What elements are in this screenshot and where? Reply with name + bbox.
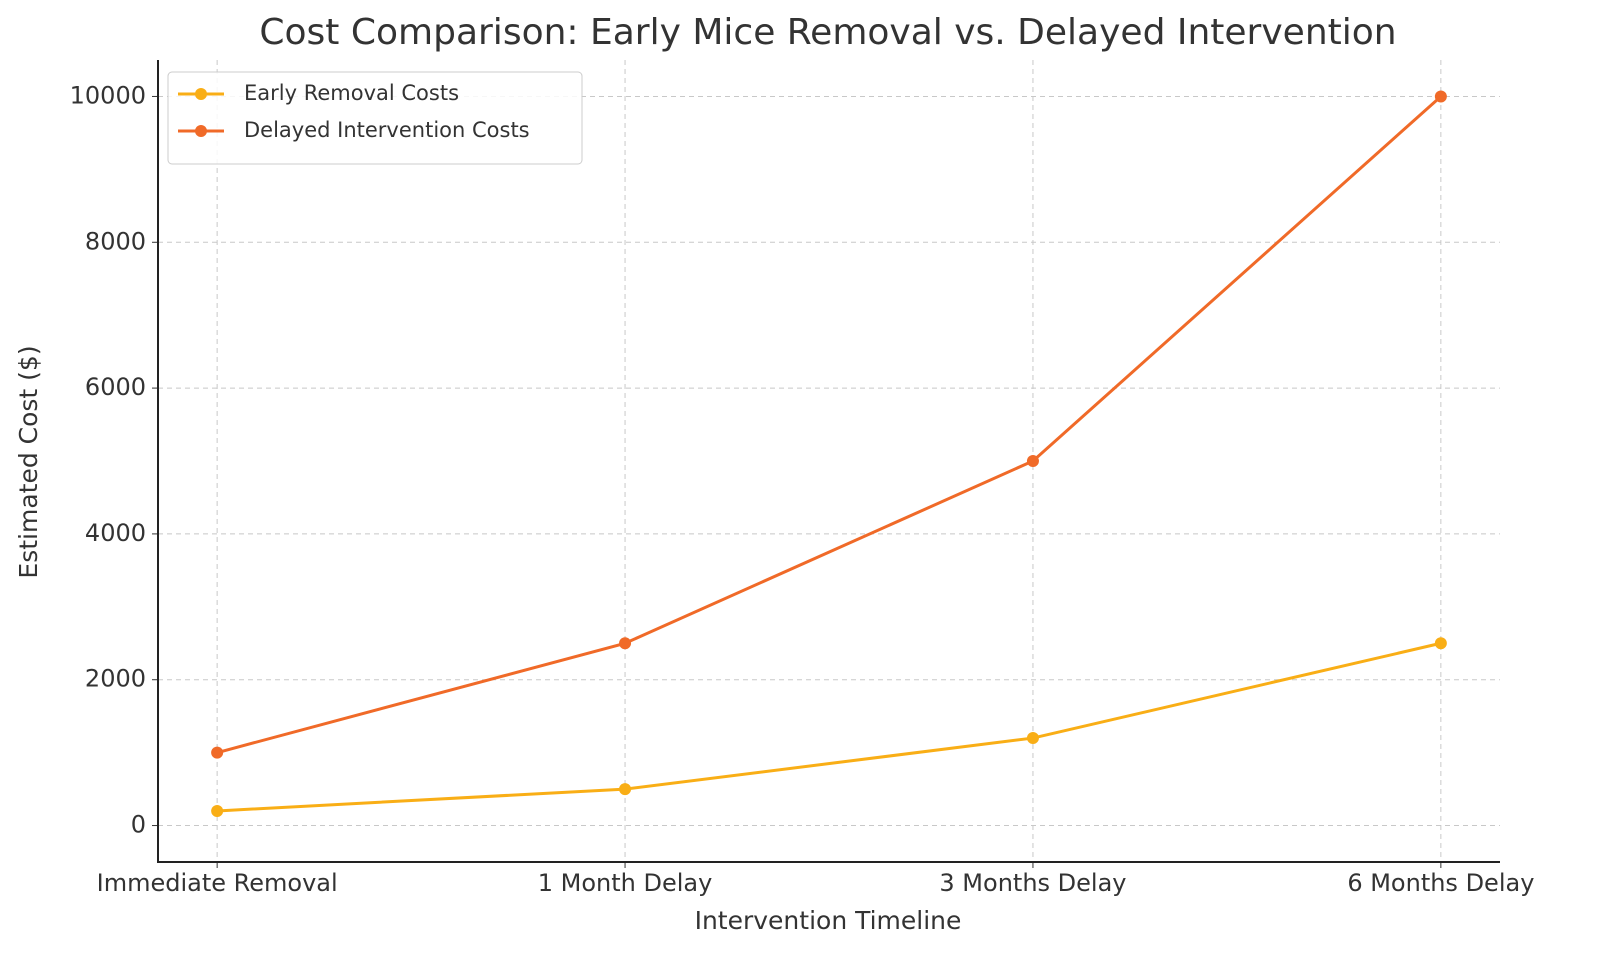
legend-label: Early Removal Costs [244, 81, 459, 105]
y-tick-label: 0 [131, 811, 146, 839]
data-point [211, 804, 224, 817]
chart-title: Cost Comparison: Early Mice Removal vs. … [259, 12, 1396, 53]
x-tick-label: 6 Months Delay [1347, 869, 1534, 897]
legend: Early Removal Costs Delayed Intervention … [167, 71, 583, 165]
data-point [1434, 90, 1447, 103]
legend-label: Delayed Intervention Costs [244, 118, 530, 142]
data-point [1434, 637, 1447, 650]
data-point [1026, 455, 1039, 467]
data-point [1026, 732, 1039, 745]
legend-marker [195, 125, 207, 137]
x-tick-label: 1 Month Delay [538, 869, 713, 897]
series-line [216, 95, 1442, 755]
x-axis-label: Intervention Timeline [695, 906, 962, 935]
y-tick-label: 2000 [85, 665, 146, 693]
legend-marker [195, 88, 207, 100]
x-tick-label: Immediate Removal [97, 869, 338, 897]
legend-box [167, 71, 583, 165]
y-tick-label: 10000 [70, 81, 146, 109]
data-point [619, 637, 632, 650]
data-point [619, 783, 632, 796]
axis-spine [157, 60, 1500, 863]
y-tick-label: 4000 [85, 519, 146, 547]
y-tick-label: 8000 [85, 227, 146, 255]
y-tick-label: 6000 [85, 373, 146, 401]
data-point [211, 746, 224, 759]
y-axis-label: Estimated Cost ($) [14, 345, 43, 578]
series-line [217, 641, 1442, 813]
x-tick-label: 3 Months Delay [939, 869, 1126, 897]
